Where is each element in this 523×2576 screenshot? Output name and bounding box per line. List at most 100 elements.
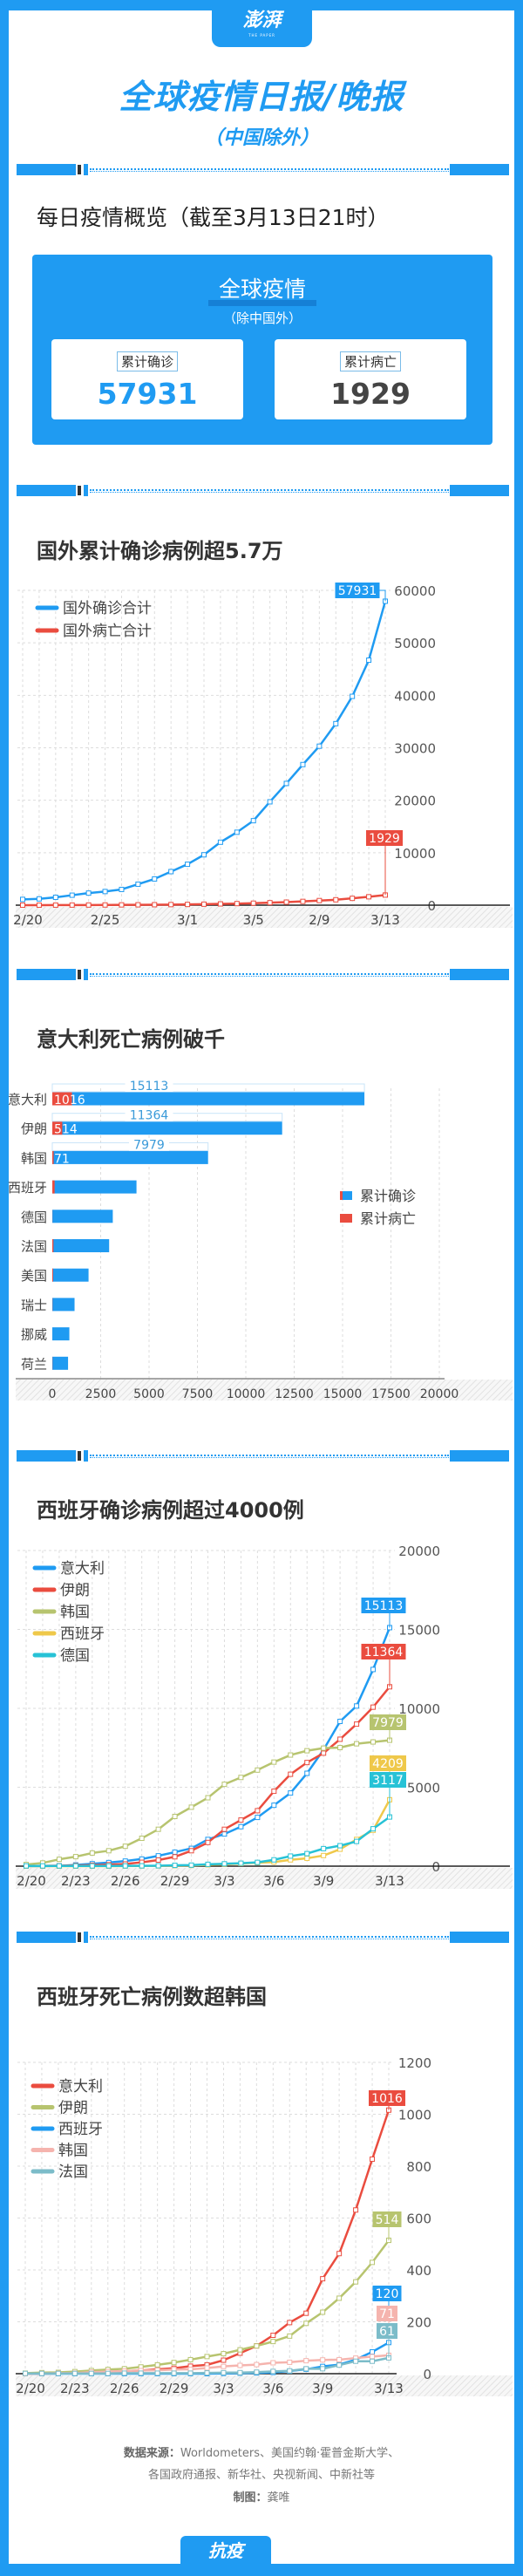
end-label-text: 11364 [364, 1646, 404, 1659]
data-point [135, 902, 141, 908]
x-tick-label: 3/13 [374, 2381, 404, 2396]
data-point [238, 1860, 244, 1866]
data-point [287, 2368, 293, 2374]
confirmed-value-label: 15113 [130, 1080, 169, 1094]
data-point [287, 2320, 293, 2326]
end-label-box [377, 2323, 397, 2339]
data-point [172, 1854, 178, 1860]
end-label-box [370, 1755, 406, 1771]
x-tick-label: 17500 [371, 1387, 411, 1401]
data-point [221, 2369, 227, 2375]
data-point [205, 1839, 211, 1845]
data-point [366, 658, 372, 664]
data-point [138, 2370, 144, 2376]
data-point [255, 1808, 261, 1814]
data-point [336, 2356, 343, 2362]
end-label-text: 4209 [372, 1757, 404, 1771]
data-point [188, 1862, 194, 1868]
end-label-text: 1929 [369, 832, 400, 846]
data-point [168, 869, 174, 875]
data-point [89, 1850, 95, 1856]
source-line1: Worldometers、美国约翰·霍普金斯大学、 [180, 2447, 400, 2460]
data-point [354, 1721, 360, 1728]
end-label-text: 3117 [372, 1774, 404, 1788]
y-tick-label: 15000 [398, 1623, 440, 1639]
data-point [304, 1770, 310, 1776]
data-point [316, 743, 323, 749]
y-tick-label: 0 [427, 898, 436, 914]
end-label-box [372, 2286, 402, 2301]
logo-subtext: THE PAPER [248, 33, 275, 37]
legend-label: 西班牙 [60, 1625, 105, 1643]
legend-swatch-accent [340, 1191, 343, 1200]
data-point [370, 1704, 377, 1710]
data-point [283, 780, 289, 787]
data-point [267, 900, 273, 906]
data-point [221, 1831, 228, 1837]
data-point [152, 876, 158, 882]
deaths-value-label: 71 [54, 1152, 70, 1166]
data-point [55, 2370, 61, 2376]
data-point [69, 892, 75, 898]
summary-title: 全球疫情 [218, 276, 306, 302]
data-point [172, 1863, 178, 1869]
data-point [238, 1823, 244, 1830]
data-point [119, 886, 125, 892]
x-tick-label: 2/26 [111, 1873, 140, 1889]
y-tick-label: 10000 [398, 1701, 440, 1717]
data-point [52, 902, 58, 908]
data-point [24, 1863, 29, 1869]
data-point [122, 1863, 128, 1869]
source-line2: 各国政府通报、新华社、央视新闻、中新社等 [147, 2469, 375, 2482]
credit-label: 制图： [233, 2491, 268, 2504]
y-tick-label: 20000 [394, 794, 436, 809]
end-label-leader [377, 589, 386, 602]
end-label-box [361, 1598, 406, 1613]
overview-heading: 每日疫情概览（截至3月13日21时） [37, 205, 390, 230]
data-point [36, 896, 42, 902]
data-point [255, 1815, 261, 1821]
y-tick-label: 200 [406, 2315, 431, 2331]
summary-subtitle: （除中国外） [222, 310, 302, 326]
y-tick-label: 600 [406, 2211, 431, 2227]
x-axis-band [16, 1868, 513, 1889]
confirmed-label-box [51, 1083, 365, 1093]
confirmed-label: 累计确诊 [116, 351, 178, 371]
data-point [254, 2361, 260, 2368]
data-point [217, 901, 223, 907]
data-point [119, 902, 125, 908]
x-tick-label: 3/6 [262, 2381, 283, 2396]
data-point [155, 1853, 161, 1859]
data-point [155, 1857, 161, 1863]
data-point [288, 1790, 294, 1796]
y-tick-label: 400 [406, 2263, 431, 2279]
x-tick-label: 2/26 [110, 2381, 139, 2396]
legend-label: 伊朗 [60, 1582, 90, 1599]
data-point [350, 896, 356, 902]
confirmed-label-bg [125, 1080, 173, 1092]
category-label: 美国 [21, 1268, 47, 1284]
data-point [237, 2347, 243, 2353]
x-tick-label: 2/23 [60, 2381, 90, 2396]
data-point [304, 1855, 310, 1861]
data-point [321, 1750, 327, 1756]
data-point [370, 1826, 377, 1832]
data-point [254, 2369, 260, 2375]
data-point [102, 889, 108, 895]
global-summary-box: 全球疫情 （除中国外） 累计确诊 57931 累计病亡 1929 [32, 255, 492, 445]
category-label: 瑞士 [21, 1298, 47, 1313]
x-tick-label: 2/20 [16, 2381, 45, 2396]
data-point [303, 2366, 309, 2372]
data-point [300, 761, 306, 767]
logo: 澎湃 [242, 10, 282, 31]
bar-confirmed [52, 1268, 89, 1282]
data-point [187, 2356, 194, 2362]
data-point [366, 894, 372, 900]
data-point [304, 1760, 310, 1766]
x-tick-label: 3/3 [214, 1873, 234, 1889]
confirmed-value-label: 7979 [133, 1138, 165, 1152]
data-point [85, 890, 92, 896]
bottom-tab: 抗疫 [180, 2536, 271, 2566]
data-point [71, 2370, 78, 2376]
chart1-title: 国外累计确诊病例超5.7万 [37, 539, 283, 563]
